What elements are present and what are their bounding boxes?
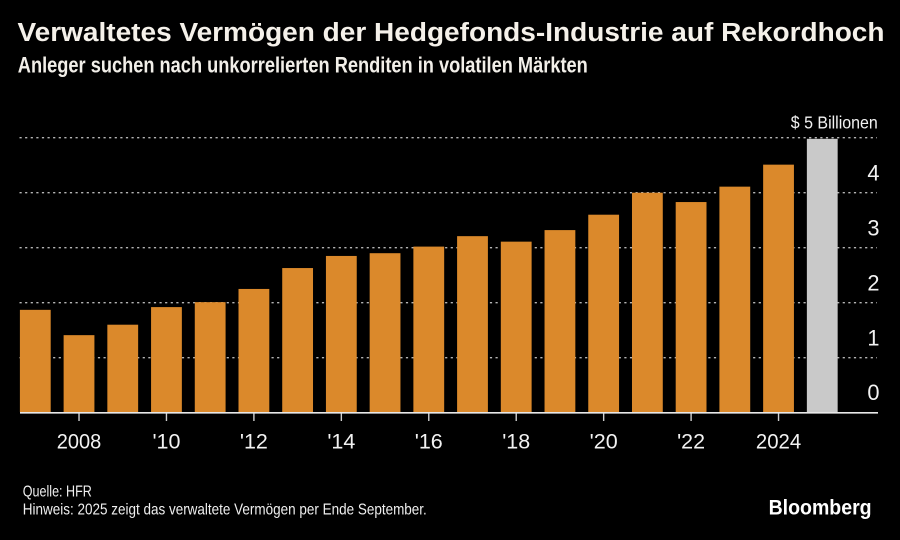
svg-text:'12: '12: [240, 430, 268, 454]
svg-text:'18: '18: [502, 430, 530, 454]
svg-text:4: 4: [867, 161, 879, 186]
svg-text:Bloomberg: Bloomberg: [769, 497, 872, 520]
svg-text:3: 3: [867, 216, 879, 241]
svg-text:'22: '22: [677, 430, 705, 454]
svg-text:Quelle: HFR: Quelle: HFR: [23, 484, 92, 501]
svg-text:1: 1: [867, 326, 879, 351]
svg-text:$ 5 Billionen: $ 5 Billionen: [791, 113, 878, 133]
svg-text:Verwaltetes Vermögen der Hedge: Verwaltetes Vermögen der Hedgefonds-Indu…: [18, 19, 885, 47]
svg-text:'14: '14: [327, 430, 355, 454]
svg-text:'16: '16: [415, 430, 443, 454]
svg-text:2: 2: [867, 271, 879, 296]
svg-text:2024: 2024: [756, 430, 801, 454]
svg-text:2008: 2008: [57, 430, 102, 454]
svg-text:0: 0: [867, 380, 879, 405]
svg-text:'10: '10: [152, 430, 180, 454]
svg-text:'20: '20: [590, 430, 618, 454]
svg-text:Hinweis: 2025 zeigt das verwal: Hinweis: 2025 zeigt das verwaltete Vermö…: [23, 502, 427, 519]
svg-text:Anleger suchen nach unkorrelie: Anleger suchen nach unkorrelierten Rendi…: [18, 52, 588, 77]
